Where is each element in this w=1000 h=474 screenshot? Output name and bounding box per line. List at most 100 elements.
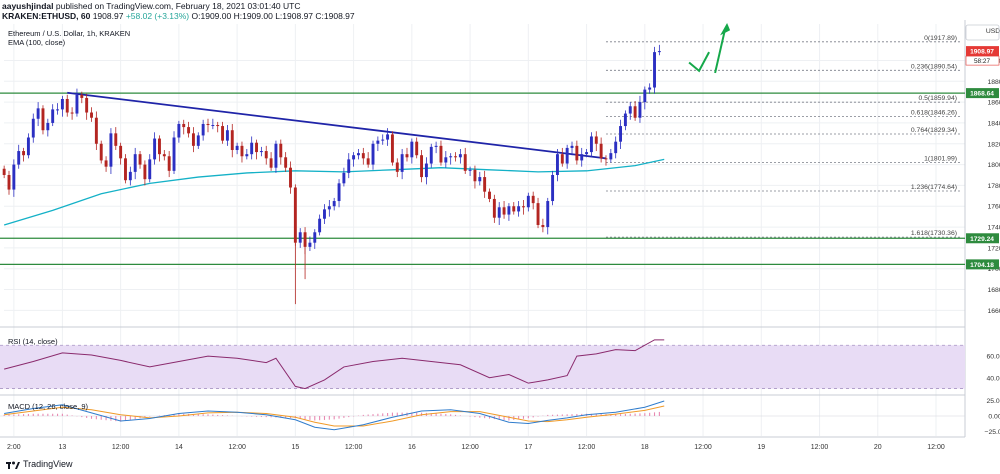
candle-body	[507, 206, 511, 215]
candle-body	[36, 108, 40, 119]
candle-body	[75, 94, 79, 114]
candle-body	[390, 134, 394, 163]
candle-body	[46, 122, 50, 131]
candle-body	[298, 232, 302, 243]
candle-body	[609, 153, 613, 160]
candle-body	[648, 87, 652, 90]
candle-body	[429, 146, 433, 164]
candle-body	[444, 157, 448, 163]
price-tick-label: 1660	[987, 308, 1000, 315]
forecast-up-arrow	[714, 28, 727, 74]
tradingview-logo-icon	[6, 461, 20, 469]
price-tick-label: 1880	[987, 79, 1000, 86]
candle-body	[424, 163, 428, 178]
candle-body	[400, 154, 404, 172]
candle-body	[255, 142, 258, 153]
candle-body	[138, 154, 142, 165]
candle-body	[128, 171, 132, 181]
price-tick-label: 1700	[987, 266, 1000, 273]
publisher-name[interactable]: aayushjindal	[2, 1, 54, 11]
high-value: H:1909.00	[233, 11, 273, 21]
candle-body	[410, 141, 414, 158]
macd-signal-line	[4, 405, 665, 427]
candle-body	[65, 98, 69, 113]
candle-body	[478, 177, 482, 182]
candle-body	[541, 224, 545, 228]
ema-line	[3, 158, 665, 226]
time-tick-label: 12:00	[578, 444, 596, 451]
candle-body	[599, 143, 603, 159]
candle-body	[26, 137, 30, 156]
candle-body	[381, 139, 385, 141]
candle-body	[594, 136, 598, 144]
close-value: C:1908.97	[315, 11, 355, 21]
fib-level-label: 1.618(1730.36)	[911, 230, 957, 237]
candle-body	[449, 156, 453, 158]
price-tick-label: 1800	[987, 162, 1000, 169]
fib-level-label: 1(1801.99)	[924, 156, 957, 163]
candle-body	[497, 207, 501, 218]
currency-box	[965, 24, 1000, 41]
time-tick-label: 12:00	[927, 444, 945, 451]
support-line-tag-label: 1704.18	[970, 262, 994, 269]
chart-legend-title: Ethereum / U.S. Dollar, 1h, KRAKEN	[8, 29, 130, 38]
candle-body	[177, 123, 181, 138]
rsi-band	[0, 345, 965, 389]
candle-body	[41, 108, 45, 131]
macd-line	[4, 400, 665, 431]
candle-body	[289, 167, 292, 188]
candle-body	[560, 154, 564, 164]
candle-body	[565, 147, 569, 164]
candle-body	[187, 127, 191, 134]
candle-body	[327, 206, 331, 210]
last-price-tag-label: 1908.97	[970, 49, 994, 56]
candle-body	[488, 191, 491, 199]
candle-body	[546, 201, 550, 228]
price-tick-label: 1820	[987, 141, 1000, 148]
tradingview-brand[interactable]: TradingView	[6, 459, 73, 469]
time-tick-label: 14	[175, 444, 183, 451]
candle-body	[531, 195, 535, 204]
candle-body	[2, 168, 6, 175]
candle-body	[143, 164, 147, 180]
candle-body	[206, 123, 210, 126]
candle-body	[182, 123, 186, 128]
rsi-tick-label: 60.00	[986, 354, 1000, 361]
ema-legend: EMA (100, close)	[8, 38, 66, 47]
time-tick-label: 19	[757, 444, 765, 451]
candle-body	[323, 209, 326, 219]
macd-legend: MACD (12, 26, close, 9)	[8, 402, 89, 411]
time-tick-label: 2:00	[7, 444, 21, 451]
candle-body	[623, 113, 627, 127]
rsi-tick-label: 40.00	[986, 375, 1000, 382]
fib-level-label: 0.5(1859.94)	[918, 95, 957, 102]
candle-body	[80, 94, 84, 98]
time-tick-label: 17	[524, 444, 532, 451]
time-tick-label: 12:00	[112, 444, 130, 451]
candle-body	[415, 141, 419, 156]
candle-body	[153, 138, 157, 160]
candle-body	[318, 218, 322, 233]
candle-body	[420, 155, 424, 178]
candle-body	[51, 109, 55, 123]
candle-body	[386, 134, 390, 140]
candle-body	[468, 169, 472, 171]
candle-body	[264, 151, 268, 159]
candle-body	[104, 160, 108, 167]
candle-body	[216, 125, 220, 127]
candle-body	[352, 155, 356, 160]
candle-body	[17, 151, 21, 165]
candle-body	[259, 151, 263, 153]
candle-body	[492, 198, 496, 218]
support-line-tag-label: 1729.24	[970, 236, 994, 243]
candle-body	[580, 154, 584, 161]
last-price-tag	[966, 46, 999, 57]
candle-body	[284, 157, 288, 168]
candle-body	[230, 130, 234, 151]
candle-body	[604, 158, 608, 160]
time-tick-label: 12:00	[811, 444, 829, 451]
price-tick-label: 1740	[987, 225, 1000, 232]
macd-tick-label: 0.00	[988, 414, 1000, 421]
candle-body	[70, 112, 74, 114]
